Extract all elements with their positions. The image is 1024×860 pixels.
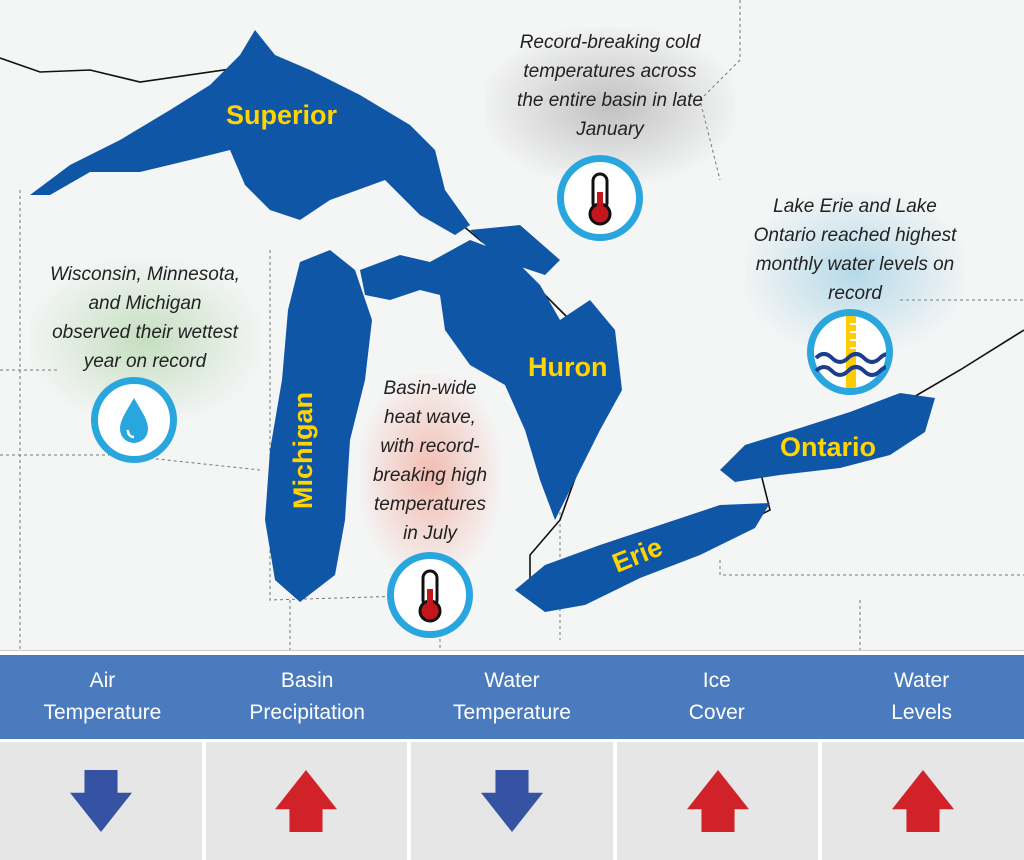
header-line: Cover xyxy=(688,701,745,724)
callout-line: temperatures across xyxy=(523,61,697,82)
lake-label-michigan: Michigan xyxy=(288,391,319,510)
callout-line: January xyxy=(576,119,644,140)
callout-line: Record-breaking cold xyxy=(519,32,701,53)
water-drop-icon xyxy=(91,377,177,463)
arrow-down-icon xyxy=(480,770,543,832)
header-ice-cover: Ice Cover xyxy=(614,655,819,739)
header-air-temperature: Air Temperature xyxy=(0,655,205,739)
trend-cell xyxy=(411,742,613,860)
trend-cell xyxy=(0,742,202,860)
header-line: Temperature xyxy=(453,701,571,724)
header-line: Water xyxy=(893,669,950,692)
callout-line: Ontario reached highest xyxy=(753,225,957,246)
callout-line: year on record xyxy=(83,351,207,372)
header-line: Precipitation xyxy=(249,701,365,724)
header-line: Basin xyxy=(280,669,334,692)
header-line: Air xyxy=(89,669,116,692)
callout-line: the entire basin in late xyxy=(517,90,703,111)
callout-line: monthly water levels on xyxy=(755,254,955,275)
callout-line: and Michigan xyxy=(88,293,202,314)
callout-line: temperatures xyxy=(374,494,486,515)
callout-line: record xyxy=(828,283,882,304)
water-level-icon xyxy=(807,309,893,395)
lake-ontario xyxy=(720,393,935,482)
indicator-trends xyxy=(0,742,1024,860)
thermometer-icon xyxy=(387,552,473,638)
header-line: Levels xyxy=(891,701,952,724)
header-line: Ice xyxy=(702,669,731,692)
arrow-up-icon xyxy=(892,770,955,832)
callout-line: in July xyxy=(403,523,457,544)
callout-line: heat wave, xyxy=(384,407,476,428)
callout-line: observed their wettest xyxy=(52,322,238,343)
arrow-up-icon xyxy=(275,770,338,832)
thermometer-icon xyxy=(557,155,643,241)
header-line: Water xyxy=(484,669,540,692)
callout-line: Basin-wide xyxy=(383,378,477,399)
lake-label-huron: Huron xyxy=(528,352,608,382)
great-lakes-map: Superior Michigan Huron Erie Ontario Rec… xyxy=(0,0,1024,651)
callout-line: Wisconsin, Minnesota, xyxy=(50,264,240,285)
trend-cell xyxy=(616,742,819,860)
lake-huron xyxy=(360,225,622,520)
lake-michigan xyxy=(265,250,372,602)
callout-water-levels: Lake Erie and Lake Ontario reached highe… xyxy=(745,192,965,353)
map-svg xyxy=(0,0,1024,650)
header-water-levels: Water Levels xyxy=(819,655,1024,739)
callout-line: Lake Erie and Lake xyxy=(773,196,937,217)
header-water-temperature: Water Temperature xyxy=(410,655,615,739)
indicator-header: Air Temperature Basin Precipitation Water T… xyxy=(0,655,1024,739)
lake-label-superior: Superior xyxy=(226,100,338,130)
header-line: Temperature xyxy=(43,701,162,724)
trend-cell xyxy=(822,742,1024,860)
header-basin-precipitation: Basin Precipitation xyxy=(205,655,410,739)
callout-line: breaking high xyxy=(372,465,488,486)
arrow-up-icon xyxy=(686,770,749,832)
lake-superior xyxy=(30,30,470,235)
callout-heat-wave: Basin-wide heat wave, with record- break… xyxy=(360,374,500,578)
arrow-down-icon xyxy=(69,770,132,832)
callout-line: with record- xyxy=(380,436,480,457)
lake-erie xyxy=(515,503,770,612)
lake-label-ontario: Ontario xyxy=(780,432,877,462)
trend-cell xyxy=(205,742,408,860)
